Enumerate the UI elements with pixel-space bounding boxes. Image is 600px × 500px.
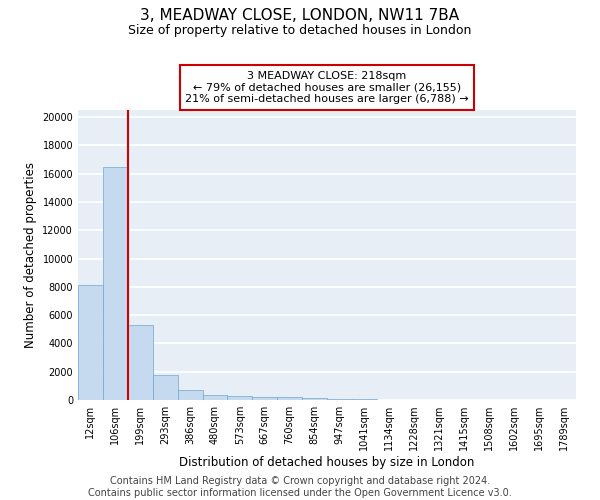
Bar	[78, 286, 103, 400]
Text: 3, MEADWAY CLOSE, LONDON, NW11 7BA: 3, MEADWAY CLOSE, LONDON, NW11 7BA	[140, 8, 460, 22]
Bar	[203, 395, 227, 400]
Bar	[178, 390, 203, 400]
Y-axis label: Number of detached properties: Number of detached properties	[24, 162, 37, 348]
X-axis label: Distribution of detached houses by size in London: Distribution of detached houses by size …	[179, 456, 475, 469]
Bar	[327, 399, 352, 400]
Bar	[253, 397, 277, 400]
Bar	[153, 374, 178, 400]
Bar	[103, 166, 128, 400]
Bar	[128, 325, 153, 400]
Bar	[227, 396, 253, 400]
Bar	[302, 398, 327, 400]
Text: Contains HM Land Registry data © Crown copyright and database right 2024.
Contai: Contains HM Land Registry data © Crown c…	[88, 476, 512, 498]
Bar	[277, 398, 302, 400]
Text: 3 MEADWAY CLOSE: 218sqm
← 79% of detached houses are smaller (26,155)
21% of sem: 3 MEADWAY CLOSE: 218sqm ← 79% of detache…	[185, 71, 469, 104]
Text: Size of property relative to detached houses in London: Size of property relative to detached ho…	[128, 24, 472, 37]
